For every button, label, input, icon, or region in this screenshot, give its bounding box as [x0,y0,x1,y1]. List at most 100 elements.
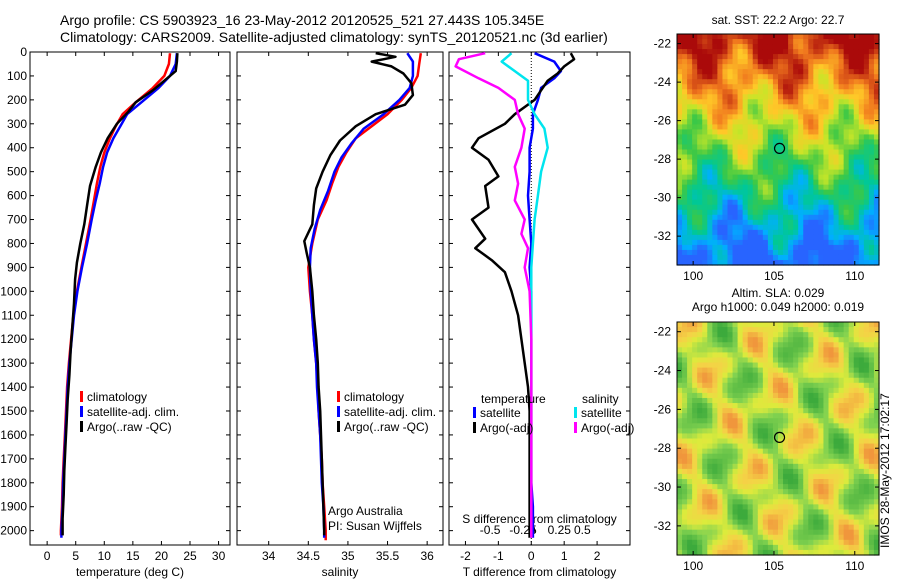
map-cell [858,209,865,216]
map-cell [767,524,774,531]
map-cell [823,204,830,211]
map-cell [843,499,850,505]
map-cell [833,352,840,359]
map-cell [838,154,845,161]
map-cell [752,463,759,470]
map-cell [692,84,698,90]
map-cell [833,337,840,343]
map-cell [737,509,744,516]
map-cell [687,249,693,256]
map-cell [828,352,835,359]
map-cell [858,254,865,261]
map-cell [687,144,693,151]
x-tick-label: 10 [98,549,112,563]
map-cell [858,524,865,531]
map-cell [757,539,764,546]
map-cell [798,149,804,156]
map-cell [682,352,688,359]
map-cell [692,114,698,120]
map-cell [707,189,713,196]
map-cell [747,149,754,156]
map-cell [717,119,724,125]
map-cell [682,224,688,231]
map-cell [697,534,703,541]
map-cell [757,397,764,404]
map-cell [762,164,769,171]
map-cell [717,509,724,516]
map-cell [783,134,789,141]
map-cell [798,199,804,206]
map-cell [808,179,814,186]
map-cell [757,387,764,394]
map-cell [717,234,724,241]
map-cell [798,408,804,414]
map-cell [702,357,708,364]
map-cell [732,448,739,455]
map-cell [687,367,693,374]
map-cell [818,327,825,333]
map-cell [818,377,825,384]
map-cell [848,39,855,45]
series-line-argo-adj- [470,52,576,538]
map-cell [757,214,764,221]
map-cell [697,529,703,536]
map-cell [772,219,779,226]
map-cell [687,134,693,141]
map-cell [677,219,683,226]
map-cell [818,494,825,500]
map-cell [828,164,835,171]
map-cell [677,169,683,176]
map-cell [808,453,814,460]
map-cell [848,387,855,394]
map-cell [757,377,764,384]
map-cell [702,377,708,384]
map-cell [762,423,769,429]
map-cell [712,408,718,414]
map-cell [767,332,774,338]
map-cell [798,524,804,531]
map-cell [848,34,855,40]
map-cell [813,499,819,505]
map-cell [853,327,860,333]
map-cell [722,209,729,216]
map-cell [697,408,703,414]
map-cell [732,408,739,414]
map-cell [783,39,789,45]
map-cell [692,74,698,80]
map-cell [853,392,860,399]
map-cell [863,327,870,333]
map-cell [752,473,759,480]
map-cell [868,214,875,221]
map-cell [843,259,850,266]
map-cell [823,428,830,435]
map-cell [838,224,845,231]
map-cell [783,229,789,236]
map-cell [823,468,830,475]
map-cell [858,34,865,40]
map-cell [778,433,784,440]
map-cell [722,64,729,70]
map-cell [798,229,804,236]
map-cell [727,204,734,211]
map-cell [742,39,749,45]
map-cell [813,448,819,455]
map-cell [707,519,713,526]
map-cell [762,534,769,541]
map-cell [843,134,850,141]
map-cell [818,524,825,531]
map-cell [778,489,784,495]
map-cell [737,534,744,541]
map-cell [868,84,875,90]
map-cell [778,499,784,505]
map-cell [868,347,875,353]
map-cell [732,199,739,206]
map-cell [778,229,784,236]
map-cell [848,64,855,70]
map-cell [843,54,850,60]
map-cell [702,489,708,495]
map-cell [767,473,774,480]
map-cell [742,59,749,65]
map-cell [687,194,693,201]
map-cell [682,514,688,521]
depth-tick-label: 1800 [0,476,27,490]
